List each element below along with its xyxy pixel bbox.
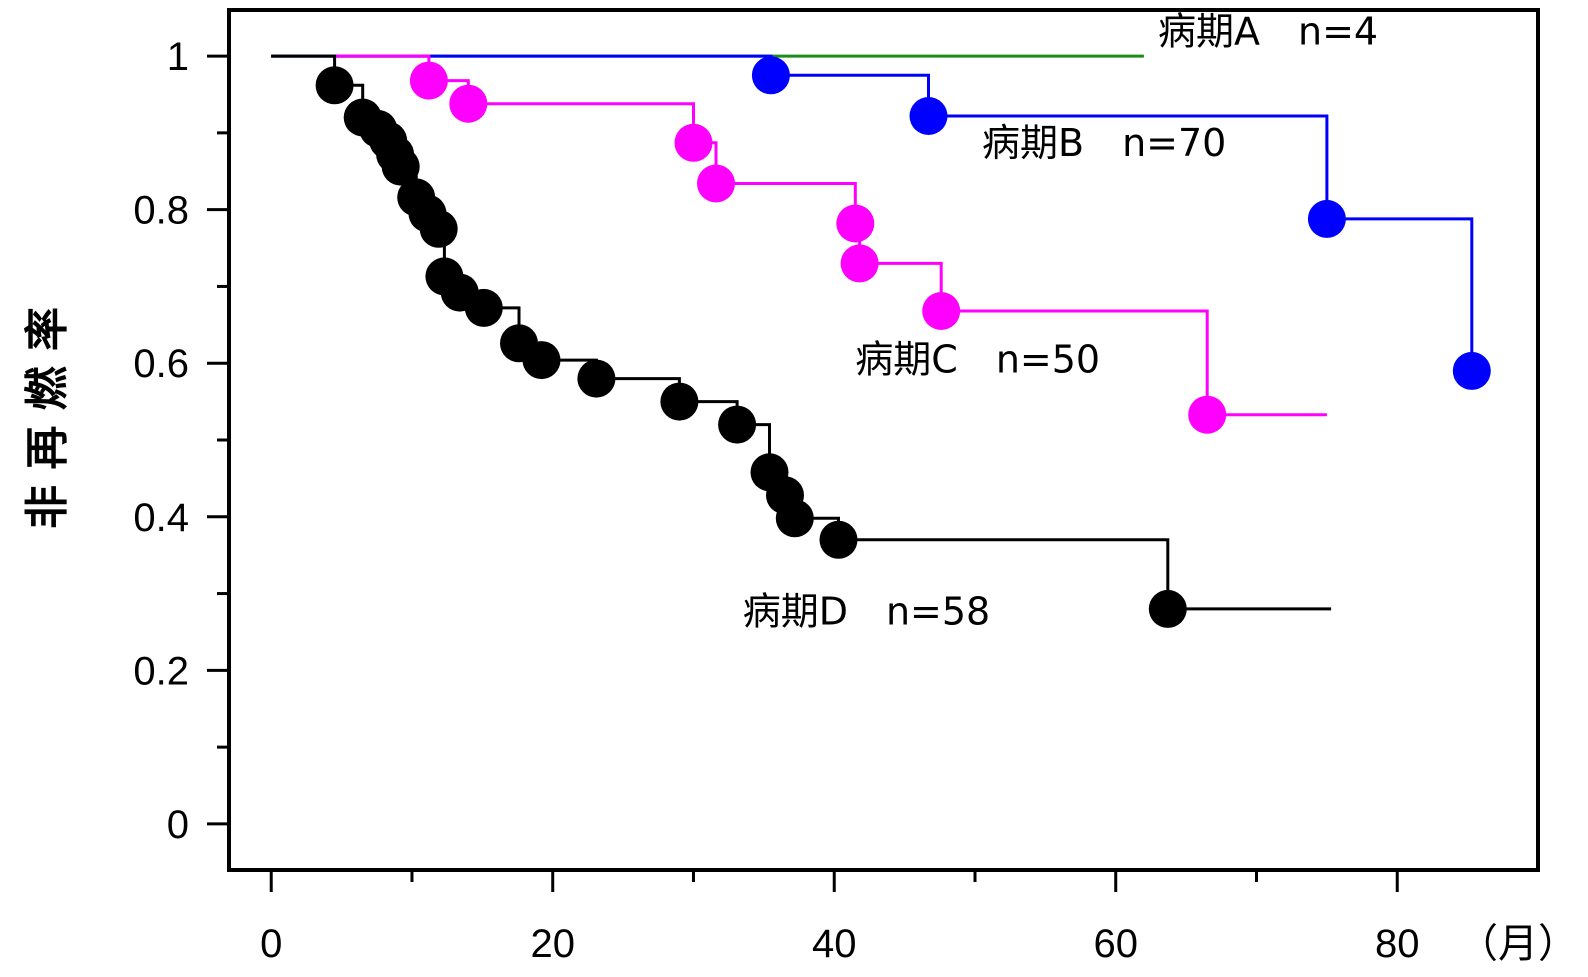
- event-point: [1307, 199, 1346, 238]
- event-point: [718, 405, 757, 444]
- event-point: [751, 56, 790, 95]
- series-label: 病期D n=58: [743, 589, 991, 633]
- event-point: [409, 61, 448, 100]
- x-tick-label: 80: [1375, 922, 1420, 966]
- event-point: [909, 97, 948, 135]
- axes: 0 0.2 0.4 0.6 0.8 1 0 20 40 60 80: [133, 8, 1540, 966]
- series-labels: 病期A n=4 病期B n=70 病期C n=50 病期D n=58: [743, 10, 1378, 634]
- y-axis-title: 非 再 燃 率: [22, 307, 73, 529]
- y-tick-label: 0.8: [133, 189, 189, 233]
- series-line: [334, 54, 1327, 417]
- series-group: [271, 54, 1491, 628]
- event-point: [697, 164, 735, 203]
- series-d: [271, 54, 1332, 628]
- event-point: [674, 123, 713, 162]
- event-point: [522, 341, 561, 380]
- y-tick-label: 0.6: [133, 342, 189, 386]
- y-tick-label: 0: [167, 803, 189, 847]
- y-tick-label: 1: [167, 35, 189, 79]
- event-point: [1452, 351, 1491, 390]
- event-point: [315, 66, 354, 105]
- x-tick-label: 40: [812, 922, 857, 966]
- event-point: [464, 288, 503, 327]
- event-point: [836, 204, 875, 243]
- plot-frame: [227, 8, 1540, 872]
- event-point: [381, 147, 420, 186]
- series-label: 病期B n=70: [982, 121, 1226, 165]
- series-c: [334, 54, 1327, 434]
- event-point: [577, 359, 616, 398]
- x-tick-label: 20: [530, 922, 575, 966]
- x-tick-label: 60: [1093, 922, 1138, 966]
- event-point: [922, 292, 961, 330]
- event-point: [1188, 395, 1227, 434]
- event-point: [819, 520, 858, 559]
- x-tick-label: 0: [260, 922, 282, 966]
- event-point: [660, 382, 699, 421]
- event-point: [775, 499, 814, 538]
- series-label: 病期C n=50: [855, 337, 1100, 381]
- event-point: [1148, 589, 1187, 628]
- x-axis-unit-label: （月）: [1458, 921, 1578, 967]
- event-point: [449, 84, 488, 123]
- event-point: [840, 244, 879, 283]
- y-tick-label: 0.2: [133, 649, 189, 693]
- series-label: 病期A n=4: [1158, 10, 1378, 54]
- y-tick-label: 0.4: [133, 496, 189, 540]
- series-b: [271, 54, 1491, 390]
- event-point: [419, 209, 458, 248]
